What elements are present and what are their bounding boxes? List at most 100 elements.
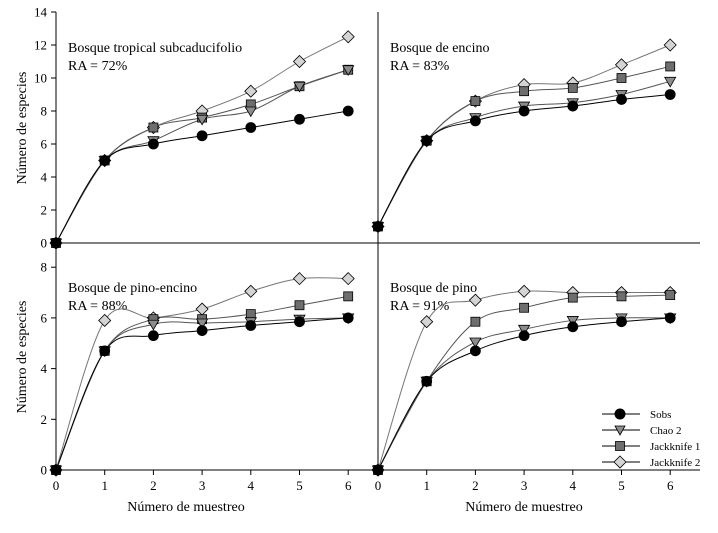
point-sobs xyxy=(469,345,481,357)
point-sobs xyxy=(294,113,305,125)
x-tick-label: 6 xyxy=(345,478,352,493)
panel-title: Bosque de pino-encino xyxy=(68,281,197,296)
legend-marker-sobs xyxy=(614,408,626,420)
x-tick-label: 1 xyxy=(101,478,108,493)
series-line-sobs xyxy=(55,317,349,471)
point-chao-2 xyxy=(195,318,209,330)
y-axis-label-top: Número de especies xyxy=(15,72,30,185)
point-jackknife-1 xyxy=(665,290,676,300)
point-sobs xyxy=(518,330,530,342)
y-tick-label: 6 xyxy=(41,137,48,152)
x-axis-label-left: Número de muestreo xyxy=(127,500,244,515)
point-jackknife-2 xyxy=(468,293,482,307)
legend-label-chao2: Chao 2 xyxy=(650,425,681,437)
point-jackknife-1 xyxy=(245,309,256,320)
point-sobs xyxy=(196,130,208,142)
point-jackknife-2 xyxy=(292,272,307,286)
point-sobs xyxy=(372,221,384,232)
series-line-chao-2 xyxy=(55,317,349,471)
point-sobs xyxy=(616,94,627,105)
point-sobs xyxy=(372,464,384,476)
point-sobs xyxy=(664,312,676,324)
y-tick-label: 8 xyxy=(41,104,48,119)
legend-marker-jackknife1 xyxy=(615,441,625,451)
panel-1: 0 2 4 6 8 10 12 14 Bosque tropical subcaducifoli… xyxy=(34,5,355,251)
y-tick-label: 2 xyxy=(41,412,48,427)
point-jackknife-1 xyxy=(470,316,481,327)
point-chao-2 xyxy=(147,319,160,331)
point-jackknife-2 xyxy=(663,38,677,52)
legend-label-jackknife2: Jackknife 2 xyxy=(650,457,700,469)
point-sobs xyxy=(245,320,257,331)
legend-label-sobs: Sobs xyxy=(650,409,671,421)
x-tick-label: 5 xyxy=(618,478,625,493)
x-tick-label: 2 xyxy=(472,478,479,493)
point-jackknife-2 xyxy=(341,30,355,44)
point-jackknife-1 xyxy=(148,122,159,133)
point-sobs xyxy=(294,316,305,328)
point-jackknife-1 xyxy=(567,83,578,93)
point-jackknife-1 xyxy=(616,291,627,302)
legend: Sobs Chao 2 Jackknife 1 Jackknife 2 xyxy=(602,408,700,469)
y-tick-label: 2 xyxy=(41,203,48,218)
legend-label-jackknife1: Jackknife 1 xyxy=(650,441,700,453)
point-jackknife-2 xyxy=(98,313,112,328)
point-sobs xyxy=(99,345,111,357)
y-tick-label: 4 xyxy=(41,361,48,376)
point-jackknife-1 xyxy=(470,96,481,106)
point-jackknife-1 xyxy=(343,291,354,302)
point-sobs xyxy=(50,237,62,249)
point-jackknife-2 xyxy=(195,302,209,316)
panel-2: Bosque de encino RA = 83% xyxy=(371,38,677,234)
panel-title: Bosque de pino xyxy=(390,281,477,296)
point-jackknife-2 xyxy=(517,284,531,298)
point-jackknife-2 xyxy=(341,272,355,286)
x-tick-label: 4 xyxy=(248,478,255,493)
point-sobs xyxy=(518,105,530,117)
y-tick-label: 10 xyxy=(34,71,47,86)
x-tick-label: 3 xyxy=(199,478,206,493)
x-tick-label: 3 xyxy=(521,478,528,493)
point-sobs xyxy=(342,105,354,117)
point-chao-2 xyxy=(517,324,531,336)
x-tick-label: 1 xyxy=(423,478,430,493)
point-sobs xyxy=(664,89,676,100)
panel-subtitle: RA = 83% xyxy=(390,59,450,74)
point-chao-2 xyxy=(664,76,677,88)
point-jackknife-1 xyxy=(519,302,529,313)
point-chao-2 xyxy=(469,337,482,349)
panel-title: Bosque de encino xyxy=(390,41,490,56)
point-sobs xyxy=(245,122,257,133)
panel-3: 0 2 4 6 8 0 1 2 3 4 5 6 Bosque de pino-encino RA = 88… xyxy=(41,260,355,493)
point-sobs xyxy=(567,321,579,333)
point-sobs xyxy=(147,330,159,342)
point-chao-2 xyxy=(566,316,579,327)
point-jackknife-1 xyxy=(519,86,529,97)
legend-marker-jackknife2 xyxy=(613,455,627,469)
legend-marker-chao2 xyxy=(614,425,626,436)
y-tick-label: 0 xyxy=(41,463,48,478)
point-jackknife-1 xyxy=(665,61,676,72)
point-jackknife-2 xyxy=(614,58,629,72)
y-axis-label-bottom: Número de especies xyxy=(15,301,30,414)
point-sobs xyxy=(99,155,111,166)
point-chao-2 xyxy=(195,114,209,126)
point-jackknife-1 xyxy=(294,300,305,311)
y-tick-label: 0 xyxy=(41,236,48,251)
point-sobs xyxy=(421,135,433,147)
point-jackknife-2 xyxy=(244,284,258,298)
x-tick-label: 5 xyxy=(296,478,303,493)
point-sobs xyxy=(421,375,433,387)
y-tick-label: 8 xyxy=(41,260,48,275)
y-tick-label: 4 xyxy=(41,170,48,185)
point-jackknife-1 xyxy=(616,73,627,83)
y-tick-label: 12 xyxy=(34,38,47,53)
point-jackknife-2 xyxy=(292,54,307,69)
y-tick-label: 6 xyxy=(41,310,48,325)
point-sobs xyxy=(50,464,62,476)
point-chao-2 xyxy=(342,65,355,77)
point-chao-2 xyxy=(293,81,306,93)
point-jackknife-1 xyxy=(567,292,578,303)
x-tick-label: 2 xyxy=(150,478,157,493)
